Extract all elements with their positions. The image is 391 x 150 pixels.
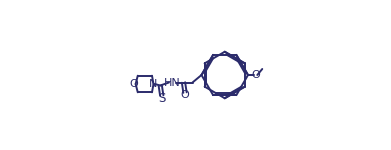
Text: O: O	[181, 90, 189, 100]
Text: O: O	[129, 79, 138, 89]
Text: HN: HN	[164, 78, 181, 87]
Text: N: N	[149, 79, 158, 89]
Text: O: O	[251, 70, 260, 80]
Text: S: S	[158, 92, 165, 105]
